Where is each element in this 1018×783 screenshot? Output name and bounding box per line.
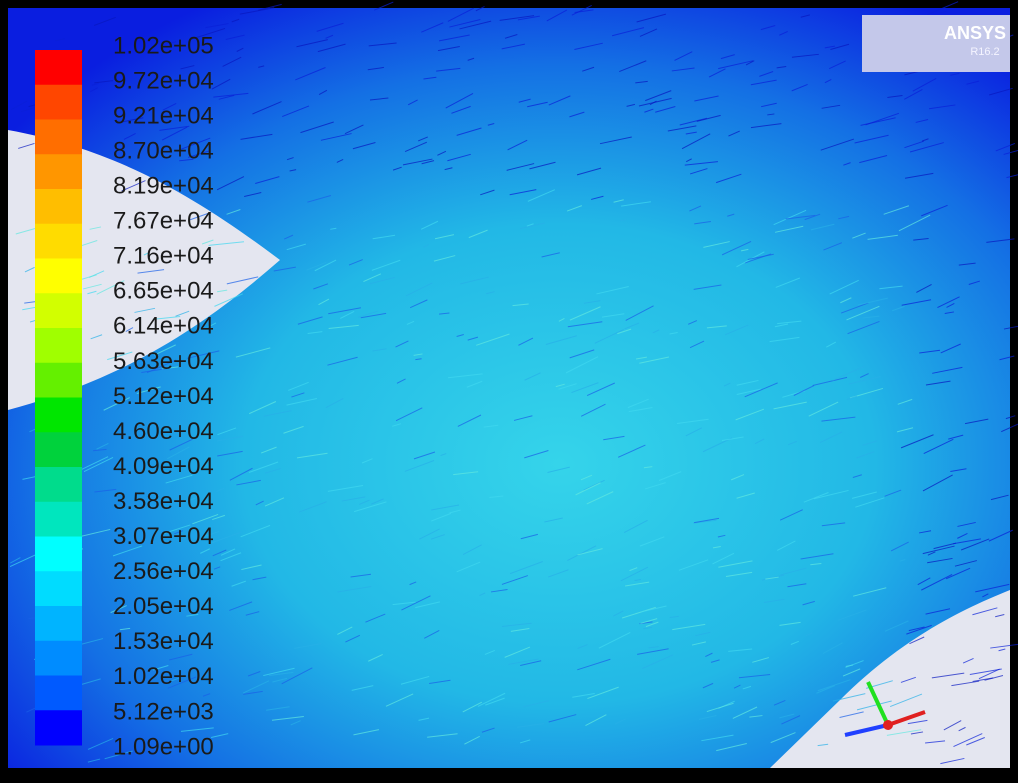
legend-swatch <box>35 328 82 363</box>
legend-swatch <box>35 502 82 537</box>
legend-label: 1.53e+04 <box>113 628 214 655</box>
legend-label: 7.16e+04 <box>113 243 214 270</box>
legend-label: 1.02e+04 <box>113 663 214 690</box>
legend-label: 4.60e+04 <box>113 418 214 445</box>
legend-label: 6.65e+04 <box>113 278 214 305</box>
legend-label: 5.12e+03 <box>113 698 214 725</box>
legend-label: 6.14e+04 <box>113 313 214 340</box>
logo-version: R16.2 <box>970 46 999 58</box>
legend-label: 5.63e+04 <box>113 348 214 375</box>
legend-label: 1.02e+05 <box>113 32 214 59</box>
legend-label: 4.09e+04 <box>113 453 214 480</box>
legend-swatch <box>35 537 82 572</box>
streak <box>29 618 35 619</box>
legend-label: 9.21e+04 <box>113 102 214 129</box>
legend-swatch <box>35 467 82 502</box>
legend-swatch <box>35 398 82 433</box>
legend-swatch <box>35 50 82 85</box>
legend-label: 7.67e+04 <box>113 208 214 235</box>
legend-swatch <box>35 293 82 328</box>
legend-swatch <box>35 571 82 606</box>
legend: 1.02e+05 9.72e+04 9.21e+04 8.70e+04 8.19e+04… <box>35 32 214 760</box>
legend-swatch <box>35 189 82 224</box>
logo-name: ANSYS <box>944 23 1006 43</box>
viewport: 1.02e+05 9.72e+04 9.21e+04 8.70e+04 8.19e+04… <box>0 0 1018 778</box>
legend-label: 5.12e+04 <box>113 383 214 410</box>
legend-label: 8.19e+04 <box>113 173 214 200</box>
legend-swatch <box>35 363 82 398</box>
triad-origin <box>883 720 893 730</box>
legend-label: 1.09e+00 <box>113 733 214 760</box>
legend-label: 2.05e+04 <box>113 593 214 620</box>
legend-label: 3.07e+04 <box>113 523 214 550</box>
legend-swatch <box>35 606 82 641</box>
legend-swatch <box>35 676 82 711</box>
legend-swatch <box>35 120 82 155</box>
page: 1.02e+05 9.72e+04 9.21e+04 8.70e+04 8.19e+04… <box>0 0 1018 778</box>
legend-label: 8.70e+04 <box>113 137 214 164</box>
legend-swatch <box>35 259 82 294</box>
legend-label: 9.72e+04 <box>113 67 214 94</box>
legend-swatch <box>35 432 82 467</box>
legend-label: 2.56e+04 <box>113 558 214 585</box>
legend-label: 3.58e+04 <box>113 488 214 515</box>
legend-swatch <box>35 641 82 676</box>
legend-swatch <box>35 224 82 259</box>
legend-swatch <box>35 710 82 745</box>
legend-swatch <box>35 85 82 120</box>
legend-swatch <box>35 154 82 189</box>
